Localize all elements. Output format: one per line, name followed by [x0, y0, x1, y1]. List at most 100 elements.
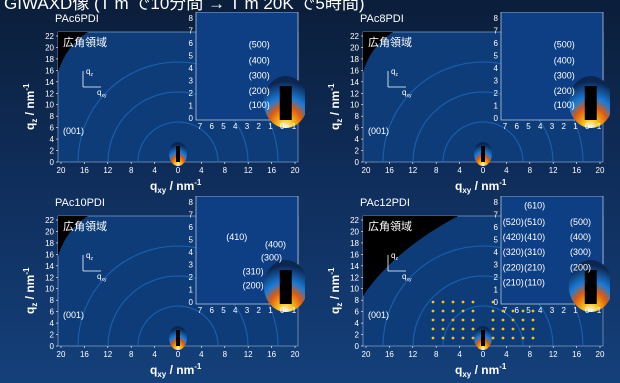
scattering-ring	[442, 305, 524, 347]
diffraction-spot	[451, 336, 455, 340]
inset-y-tick-label: 3	[494, 77, 499, 86]
diffraction-spot	[471, 336, 475, 340]
diffraction-spot	[511, 309, 515, 313]
y-tick-label: 2	[50, 331, 55, 340]
diffraction-spot	[451, 327, 455, 331]
inset-peak-label: (400)	[265, 240, 286, 250]
inset-y-tick-label: 0	[494, 298, 499, 307]
diffraction-spot	[521, 336, 525, 340]
inset-y-tick-label: 1	[494, 286, 499, 295]
y-tick-label: 0	[50, 342, 55, 351]
inset-x-tick-label: 1	[597, 122, 602, 131]
diffraction-spot	[451, 318, 455, 322]
panel-pac10pdi: PAc10PDI 広角領域 (001) qz qxy 0 2 4 6 8 10 12 14 16 18 20…	[0, 196, 305, 381]
wide-angle-label: 広角領域	[368, 219, 412, 233]
qxy-axis-title: qxy / nm-1	[455, 178, 507, 195]
y-tick-label: 8	[50, 112, 55, 121]
inset-x-tick-label: 6	[210, 122, 215, 131]
inset-peak-label: (100)	[249, 100, 270, 110]
inset-y-tick-label: 8	[494, 198, 499, 207]
y-tick-label: 16	[350, 66, 359, 75]
x-tick-label: 12	[103, 350, 112, 359]
inset-y-tick-label: 0	[189, 114, 194, 123]
qxy-axis-title: qxy / nm-1	[150, 362, 202, 379]
x-tick-label: 4	[504, 166, 509, 175]
qxy-direction-label: qxy	[97, 88, 107, 99]
y-tick-label: 4	[355, 135, 360, 144]
inset-y-tick-label: 4	[189, 64, 194, 73]
diffraction-spot	[491, 318, 495, 322]
y-tick-label: 4	[50, 319, 55, 328]
inset-peak-label: (110)	[524, 277, 544, 287]
x-tick-label: 20	[362, 166, 371, 175]
inset-x-tick-label: 2	[257, 122, 262, 131]
y-tick-label: 22	[350, 32, 359, 41]
qxy-direction-label: qxy	[402, 272, 412, 283]
peak-001-label: (001)	[368, 310, 389, 320]
x-tick-label: 0	[176, 350, 181, 359]
x-tick-label: 20	[57, 166, 66, 175]
y-tick-label: 6	[50, 124, 55, 133]
inset-y-tick-label: 5	[494, 52, 499, 61]
inset-peak-label: (200)	[570, 262, 591, 272]
x-tick-label: 20	[596, 350, 605, 359]
inset-peak-label: (500)	[249, 39, 270, 49]
diffraction-spot	[491, 300, 495, 304]
scattering-ring	[137, 121, 219, 163]
y-tick-label: 12	[45, 89, 54, 98]
inset-x-tick-label: 5	[526, 306, 531, 315]
inset-peak-label: (400)	[554, 56, 575, 66]
x-tick-label: 4	[457, 166, 462, 175]
inset-y-tick-label: 2	[494, 89, 499, 98]
x-tick-label: 4	[199, 350, 204, 359]
x-tick-label: 8	[129, 166, 134, 175]
inset-y-tick-label: 7	[189, 27, 194, 36]
inset-peak-label: (210)	[524, 262, 545, 272]
y-tick-label: 8	[355, 296, 360, 305]
diffraction-spot	[441, 300, 445, 304]
x-tick-label: 20	[291, 166, 300, 175]
x-tick-label: 16	[80, 350, 89, 359]
inset-y-tick-label: 7	[189, 211, 194, 220]
diffraction-spot	[501, 327, 505, 331]
x-tick-label: 8	[223, 166, 228, 175]
y-tick-label: 0	[355, 342, 360, 351]
panel-pac12pdi: PAc12PDI 広角領域 (001) qz qxy 0 2 4 6 8 10 12 14 16 18 20…	[305, 196, 610, 381]
y-tick-label: 22	[45, 216, 54, 225]
inset-beamstop	[279, 270, 292, 304]
x-tick-label: 12	[103, 166, 112, 175]
inset-peak-label: (420)	[503, 232, 524, 242]
scattering-ring	[107, 91, 249, 163]
x-tick-label: 8	[223, 350, 228, 359]
peak-001-label: (001)	[63, 126, 84, 136]
shadow-region	[58, 216, 88, 256]
diffraction-spot	[521, 318, 525, 322]
qz-axis-title: qz / nm-1	[22, 83, 39, 130]
peak-001-label: (001)	[63, 310, 84, 320]
inset-x-tick-label: 1	[268, 122, 273, 131]
inset-x-tick-label: 4	[538, 122, 543, 131]
panel-title: PAc12PDI	[360, 197, 410, 209]
qxy-axis-title: qxy / nm-1	[455, 362, 507, 379]
x-tick-label: 4	[152, 350, 157, 359]
x-tick-label: 0	[481, 166, 486, 175]
beamstop	[481, 146, 485, 162]
x-tick-label: 20	[291, 350, 300, 359]
x-tick-label: 20	[596, 166, 605, 175]
y-tick-label: 14	[45, 78, 54, 87]
y-tick-label: 18	[350, 55, 359, 64]
diffraction-spot	[461, 336, 465, 340]
qxy-direction-label: qxy	[97, 272, 107, 283]
x-tick-label: 4	[152, 166, 157, 175]
y-tick-label: 20	[350, 227, 359, 236]
x-tick-label: 12	[408, 166, 417, 175]
diffraction-spot	[461, 309, 465, 313]
inset-x-tick-label: 0	[280, 122, 285, 131]
panel-pac6pdi: PAc6PDI 広角領域 (001) qz qxy 0 2 4 6 8 10 12 14 16 18 20 2…	[0, 12, 305, 197]
diffraction-spot	[531, 327, 535, 331]
inset-peak-label: (300)	[249, 71, 270, 81]
